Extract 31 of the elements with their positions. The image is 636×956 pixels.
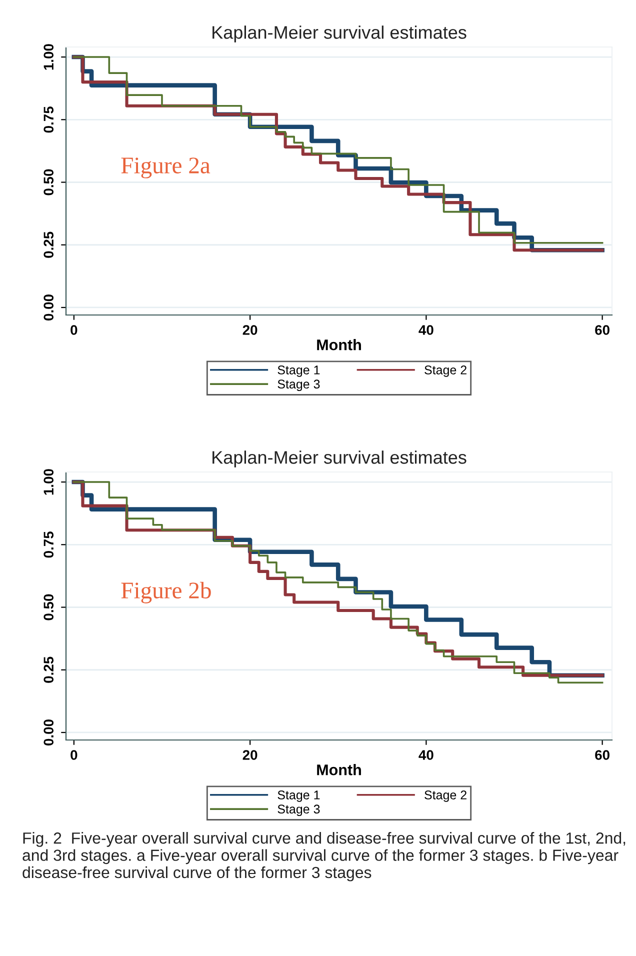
y-tick-label: 0.25 [44,656,54,683]
x-axis-title: Month [317,764,361,776]
y-tick-label: 1.00 [44,44,54,70]
x-tick-label: 40 [418,750,434,760]
legend-label: Stage 2 [424,366,466,377]
annotation: Figure 2b [121,582,211,604]
y-tick-label: 0.75 [44,106,54,133]
legend-label: Stage 1 [278,790,320,802]
x-tick-label: 60 [595,325,610,335]
x-tick-label: 20 [242,750,258,760]
y-tick-label: 1.00 [44,469,54,495]
x-tick-label: 0 [70,325,78,335]
y-tick-label: 0.25 [44,232,54,258]
x-tick-label: 60 [595,750,610,760]
y-tick-label: 0.00 [44,294,54,320]
y-tick-label: 0.50 [44,594,54,620]
legend-label: Stage 3 [278,804,320,816]
x-tick-label: 20 [242,325,258,335]
x-axis-title: Month [317,339,361,350]
x-tick-label: 0 [70,750,78,760]
legend-label: Stage 1 [278,366,320,377]
chart-title: Kaplan-Meier survival estimates [212,450,466,468]
caption: Fig. 2 Five-year overall survival curve and disease-free survival curve of the 1st, 2nd, and 3rd stages. a Five-year overall survival curve of the former 3 stages. b Five-year disease-free survival curve of the former 3 stages [22,832,626,882]
y-tick-label: 0.00 [44,720,54,746]
legend-label: Stage 3 [278,380,320,392]
chart-title: Kaplan-Meier survival estimates [212,26,466,42]
legend-label: Stage 2 [424,790,466,802]
annotation: Figure 2a [121,158,210,178]
y-tick-label: 0.50 [44,169,54,196]
y-tick-label: 0.75 [44,532,54,558]
x-tick-label: 40 [418,325,434,335]
